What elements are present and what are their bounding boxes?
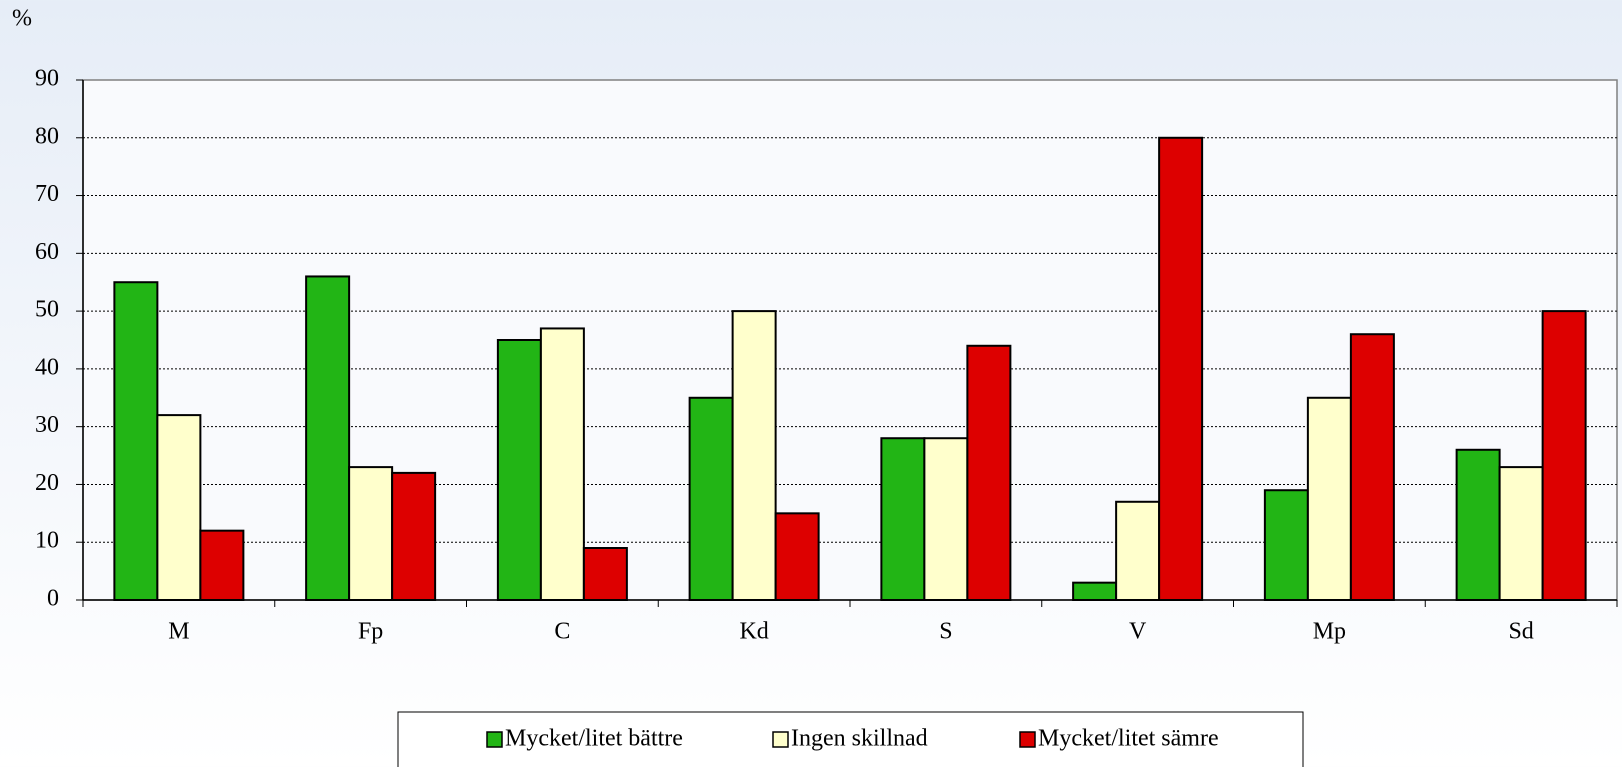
- y-tick-label: 40: [35, 354, 59, 380]
- bar: [156, 414, 202, 601]
- bar: [1455, 448, 1501, 601]
- y-axis-label: %: [12, 6, 32, 32]
- bar: [1158, 136, 1204, 601]
- x-tick-label: Mp: [1313, 619, 1346, 645]
- bar: [1306, 396, 1352, 601]
- y-tick-label: 60: [35, 239, 59, 265]
- bar: [305, 275, 351, 601]
- bar: [1349, 333, 1395, 601]
- y-tick-label: 80: [35, 123, 59, 149]
- x-tick-label: S: [939, 619, 952, 645]
- bar: [1072, 581, 1118, 602]
- x-tick-label: C: [554, 619, 570, 645]
- bar: [496, 339, 542, 601]
- y-tick-label: 50: [35, 297, 59, 323]
- bar: [966, 344, 1012, 601]
- y-tick-label: 0: [47, 586, 59, 612]
- legend-swatch: [772, 731, 789, 748]
- y-tick-label: 30: [35, 412, 59, 438]
- legend-label: Ingen skillnad: [791, 726, 928, 752]
- legend-label: Mycket/litet bättre: [505, 726, 683, 752]
- bar: [539, 327, 585, 601]
- bar: [1115, 500, 1161, 601]
- y-tick-label: 70: [35, 181, 59, 207]
- bar: [1498, 466, 1544, 601]
- legend-box: [397, 711, 1304, 767]
- bar: [731, 310, 777, 601]
- bar: [113, 281, 159, 601]
- bar: [1263, 489, 1309, 602]
- bar: [348, 466, 394, 601]
- x-tick-label: Kd: [739, 619, 768, 645]
- x-tick-label: Sd: [1508, 619, 1533, 645]
- x-tick-label: V: [1129, 619, 1147, 645]
- bar: [199, 529, 245, 602]
- legend-swatch: [1019, 731, 1036, 748]
- bar: [923, 437, 969, 601]
- legend-label: Mycket/litet sämre: [1038, 726, 1219, 752]
- bar: [688, 396, 734, 601]
- bar: [582, 547, 628, 601]
- legend-swatch: [486, 731, 503, 748]
- bar: [1541, 310, 1587, 601]
- y-tick-label: 20: [35, 470, 59, 496]
- bar: [391, 471, 437, 601]
- x-tick-label: M: [168, 619, 189, 645]
- y-tick-label: 90: [35, 66, 59, 92]
- y-tick-label: 10: [35, 528, 59, 554]
- x-tick-label: Fp: [358, 619, 383, 645]
- bar: [774, 512, 820, 601]
- bar: [880, 437, 926, 601]
